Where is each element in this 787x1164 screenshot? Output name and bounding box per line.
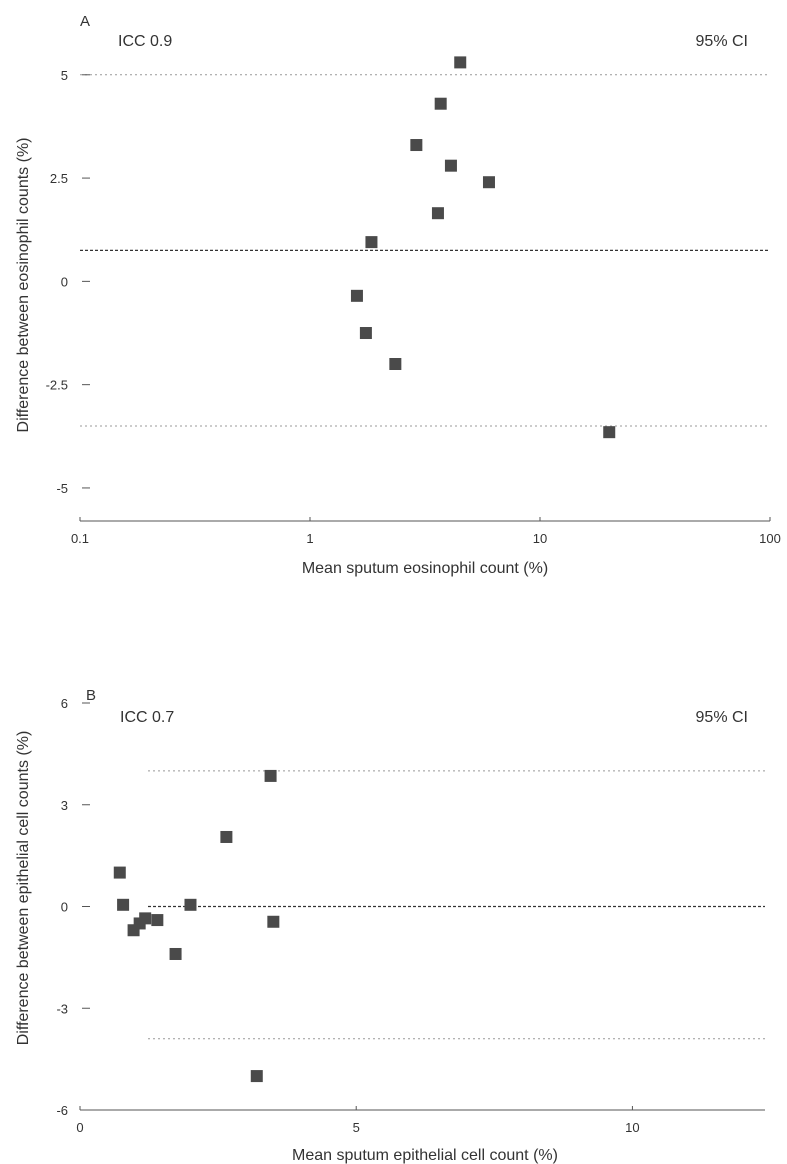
panel-b-data-point xyxy=(169,947,182,960)
panel-a-data-point xyxy=(389,358,402,370)
panel-a-x-tick-label: 1 xyxy=(306,531,313,546)
panel-b-label: B xyxy=(86,687,96,704)
panel-b-data-point xyxy=(267,915,280,928)
panel-b-data-point xyxy=(250,1070,263,1083)
panel-a-y-tick-label: 0 xyxy=(61,274,68,289)
panel-b-data-point xyxy=(117,898,130,911)
panel-b-x-tick-label: 5 xyxy=(353,1120,360,1135)
panel-b-y-tick-label: 3 xyxy=(61,798,68,813)
panel-b-x-tick-label: 10 xyxy=(625,1120,639,1135)
panel-a-y-tick-label: -2.5 xyxy=(46,378,68,393)
panel-b-x-tick-label: 0 xyxy=(76,1120,83,1135)
panel-b: B ICC 0.7 95% CI -6 -3 0 3 6 0 5 10 Mean sputu… xyxy=(15,687,765,1164)
panel-b-y-axis-label: Difference between epithelial cell count… xyxy=(15,731,32,1046)
panel-a-data-point xyxy=(365,236,378,249)
panel-a-y-tick-label: 5 xyxy=(61,68,68,83)
panel-a-ci-annotation: 95% CI xyxy=(696,33,748,50)
panel-b-x-ticks: 0 5 10 xyxy=(76,1106,640,1135)
panel-a-data-point xyxy=(482,176,495,189)
panel-b-data-point xyxy=(113,866,126,879)
panel-a-icc-annotation: ICC 0.9 xyxy=(118,33,172,50)
panel-a-data-point xyxy=(603,426,616,439)
panel-a-data-point xyxy=(350,289,363,302)
panel-a-y-ticks: -5 -2.5 0 2.5 5 xyxy=(46,68,90,496)
panel-b-x-axis-label: Mean sputum epithelial cell count (%) xyxy=(292,1147,558,1164)
panel-a-y-tick-label: -5 xyxy=(56,481,68,496)
panel-a-data-point xyxy=(359,327,372,340)
panel-b-data-point xyxy=(139,912,152,925)
panel-a-reference-lines xyxy=(80,74,768,427)
panel-b-y-tick-label: 6 xyxy=(61,696,68,711)
panel-a: A ICC 0.9 95% CI -5 -2.5 0 2.5 5 0.1 1 10 100 M… xyxy=(15,13,781,577)
panel-a-label: A xyxy=(80,13,90,30)
panel-a-x-tick-label: 0.1 xyxy=(71,531,89,546)
panel-b-icc-annotation: ICC 0.7 xyxy=(120,709,174,726)
panel-a-data-point xyxy=(454,56,467,69)
panel-b-ci-annotation: 95% CI xyxy=(696,709,748,726)
panel-b-data-point xyxy=(264,769,277,782)
panel-b-points xyxy=(113,769,280,1083)
panel-a-data-point xyxy=(431,207,444,220)
panel-a-x-ticks: 0.1 1 10 100 xyxy=(71,517,781,546)
panel-a-data-point xyxy=(434,97,447,110)
panel-b-y-tick-label: -3 xyxy=(56,1001,68,1016)
panel-a-x-tick-label: 10 xyxy=(533,531,547,546)
panel-b-data-point xyxy=(220,830,233,843)
panel-a-data-point xyxy=(444,159,457,172)
panel-a-y-tick-label: 2.5 xyxy=(50,171,68,186)
panel-b-data-point xyxy=(184,898,197,911)
panel-a-x-tick-label: 100 xyxy=(759,531,781,546)
panel-b-y-ticks: -6 -3 0 3 6 xyxy=(56,696,90,1118)
panel-a-x-axis-label: Mean sputum eosinophil count (%) xyxy=(302,560,548,577)
panel-a-data-point xyxy=(410,139,423,152)
panel-a-points xyxy=(350,56,616,439)
panel-b-data-point xyxy=(151,914,164,927)
panel-b-reference-lines xyxy=(148,770,765,1040)
panel-b-y-tick-label: -6 xyxy=(56,1103,68,1118)
panel-a-y-axis-label: Difference between eosinophil counts (%) xyxy=(15,138,32,433)
panel-b-y-tick-label: 0 xyxy=(61,900,68,915)
